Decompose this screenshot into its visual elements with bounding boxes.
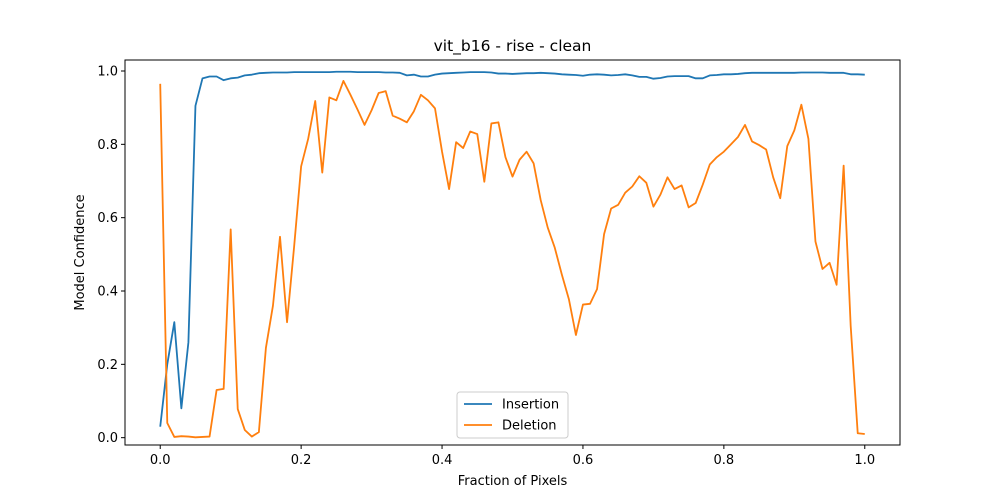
y-axis-title: Model Confidence: [73, 194, 88, 310]
legend-label-insertion: Insertion: [502, 398, 559, 413]
y-axis: 0.0 0.2 0.4 0.6 0.8 1.0: [97, 65, 125, 446]
series-line-deletion: [159, 80, 865, 439]
legend-label-deletion: Deletion: [502, 419, 557, 434]
x-tick-label: 0.4: [432, 453, 453, 468]
y-tick-label: 0.4: [97, 285, 118, 300]
y-tick-label: 0.6: [97, 211, 118, 226]
x-axis-title: Fraction of Pixels: [458, 474, 568, 489]
x-axis: 0.0 0.2 0.4 0.6 0.8 1.0: [150, 445, 875, 468]
y-tick-label: 0.0: [97, 431, 118, 446]
plot-area: [125, 60, 900, 445]
x-tick-label: 1.0: [854, 453, 875, 468]
y-tick-label: 0.8: [97, 138, 118, 153]
x-tick-label: 0.0: [150, 453, 171, 468]
x-tick-label: 0.8: [714, 453, 735, 468]
chart-title: vit_b16 - rise - clean: [434, 37, 592, 56]
plot-frame: [124, 59, 901, 446]
legend: Insertion Deletion: [456, 391, 569, 439]
x-tick-label: 0.2: [291, 453, 312, 468]
series-line-insertion: [159, 70, 865, 427]
x-tick-label: 0.6: [573, 453, 594, 468]
y-tick-label: 0.2: [97, 358, 118, 373]
series-layer: [159, 70, 865, 439]
y-tick-label: 1.0: [97, 65, 118, 80]
